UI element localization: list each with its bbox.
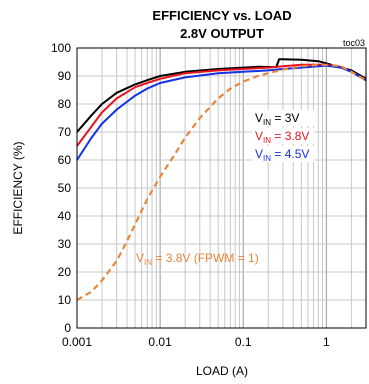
y-tick-label: 40: [58, 209, 72, 223]
chart-subtitle: 2.8V OUTPUT: [180, 26, 264, 41]
chart-title: EFFICIENCY vs. LOAD: [152, 8, 291, 23]
y-tick-label: 10: [58, 293, 72, 307]
x-axis-label: LOAD (A): [196, 364, 248, 378]
label-background: [252, 146, 314, 162]
series-labels: VIN = 3V VIN = 3.8V VIN = 4.5V VIN = 3.8V (…: [136, 110, 314, 267]
series-label-4: VIN = 3.8V (FPWM = 1): [136, 251, 259, 267]
y-tick-label: 70: [58, 125, 72, 139]
x-tick-label: 1: [323, 335, 330, 349]
y-tick-label: 20: [58, 265, 72, 279]
series-label-2: VIN = 3.8V: [255, 129, 309, 145]
x-tick-label: 0.1: [235, 335, 252, 349]
x-tick-label: 0.01: [148, 335, 172, 349]
y-tick-label: 90: [58, 69, 72, 83]
series-line-3: [76, 64, 367, 161]
series-label-1: VIN = 3V: [255, 111, 299, 127]
series-line-1: [76, 58, 367, 133]
y-tick-label: 50: [58, 181, 72, 195]
y-tick-label: 100: [51, 41, 71, 55]
tick-labels: 0 10 20 30 40 50 60 70 80 90 100 0.001 0.01 0.1 1: [51, 41, 330, 349]
x-tick-label: 0.001: [62, 335, 92, 349]
y-tick-label: 80: [58, 97, 72, 111]
figure-id: toc03: [343, 38, 365, 48]
y-tick-label: 60: [58, 153, 72, 167]
y-tick-label: 30: [58, 237, 72, 251]
label-background: [252, 128, 314, 144]
y-axis-label: EFFICIENCY (%): [11, 141, 25, 234]
series-lines: [76, 58, 367, 301]
y-tick-label: 0: [64, 321, 71, 335]
plot-frame: [76, 47, 367, 329]
series-label-3: VIN = 4.5V: [255, 147, 309, 163]
grid: [77, 48, 366, 328]
series-line-4: [76, 63, 367, 301]
label-background: [252, 110, 314, 126]
